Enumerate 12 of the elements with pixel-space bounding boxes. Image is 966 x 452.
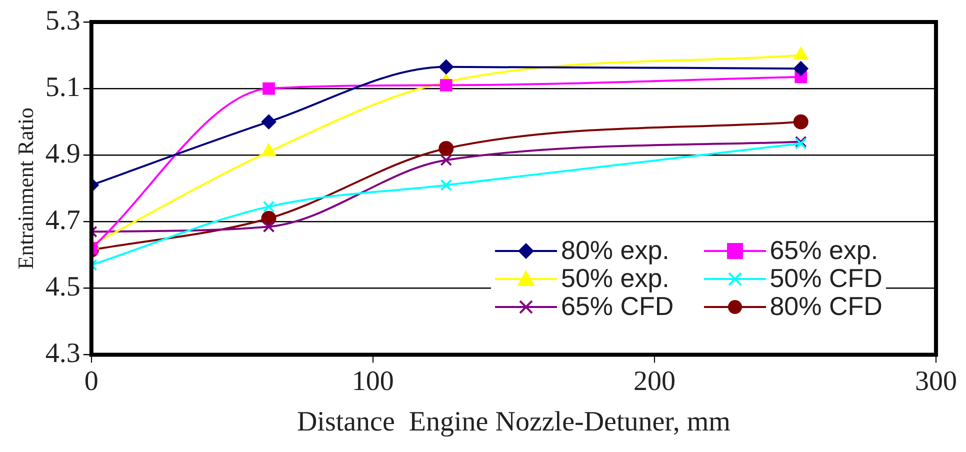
y-tick-label: 4.7 (45, 205, 80, 236)
y-tick-label: 5.3 (45, 5, 80, 36)
x-tick-label: 200 (633, 366, 676, 397)
y-tick-label: 4.5 (45, 272, 80, 303)
y-tick-label: 4.9 (45, 138, 80, 170)
x-tick-label: 0 (84, 366, 98, 397)
y-tick-label: 4.3 (45, 338, 80, 370)
y-tick-label: 5.1 (45, 72, 80, 103)
x-axis-title: Distance Engine Nozzle-Detuner, mm (296, 406, 731, 438)
x-tick-label: 100 (352, 366, 394, 397)
y-axis-title: Entrainment Ratio (12, 107, 38, 270)
x-tick-label: 300 (915, 366, 957, 397)
